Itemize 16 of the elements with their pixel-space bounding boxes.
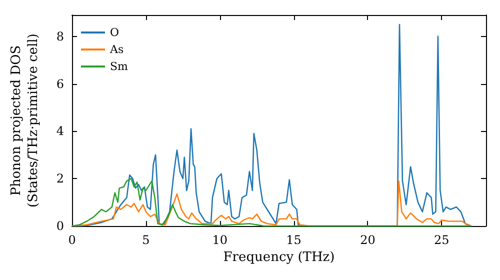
x-tick-label: 20 — [360, 233, 376, 247]
x-axis-title: Frequency (THz) — [223, 250, 335, 265]
y-tick-label: 8 — [56, 29, 64, 44]
legend-label: As — [109, 43, 124, 56]
y-tick-label: 6 — [56, 76, 64, 91]
y-tick-label: 0 — [56, 219, 64, 233]
x-tick-label: 25 — [434, 233, 450, 247]
x-tick-label: 0 — [68, 233, 76, 247]
legend-label: O — [110, 26, 120, 39]
y-tick-label: 4 — [56, 124, 64, 138]
y-axis-title: Phonon projected DOS (States/THz·primitive cell) — [9, 33, 41, 208]
x-tick-label: 10 — [212, 233, 228, 247]
x-tick-label: 5 — [142, 233, 150, 247]
y-tick-label: 2 — [56, 172, 64, 186]
legend-label: Sm — [110, 60, 129, 73]
x-tick-label: 15 — [286, 233, 302, 247]
